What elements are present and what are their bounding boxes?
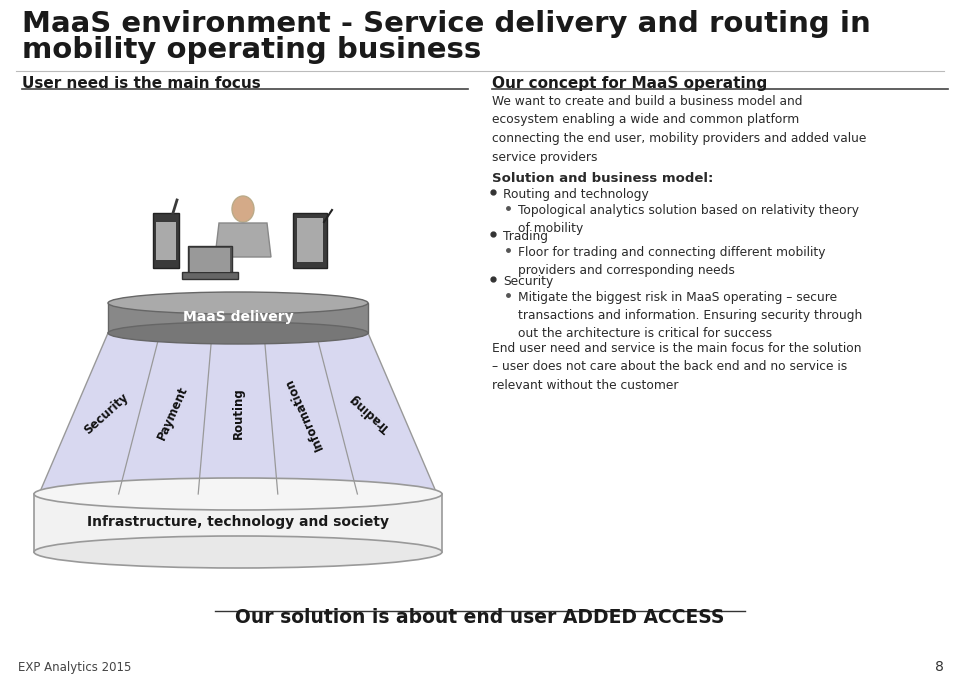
Text: mobility operating business: mobility operating business <box>22 36 481 64</box>
Text: Information: Information <box>282 375 325 452</box>
Bar <box>190 248 230 272</box>
Text: Security: Security <box>82 390 132 437</box>
Ellipse shape <box>108 292 368 314</box>
Text: We want to create and build a business model and
ecosystem enabling a wide and c: We want to create and build a business m… <box>492 95 866 164</box>
Text: Trading: Trading <box>503 230 548 243</box>
Bar <box>182 272 238 279</box>
Bar <box>293 213 327 268</box>
Bar <box>153 213 179 268</box>
Bar <box>188 246 232 274</box>
Text: End user need and service is the main focus for the solution
– user does not car: End user need and service is the main fo… <box>492 342 861 392</box>
Text: Topological analytics solution based on relativity theory
of mobility: Topological analytics solution based on … <box>518 204 859 235</box>
Text: Mitigate the biggest risk in MaaS operating – secure
transactions and informatio: Mitigate the biggest risk in MaaS operat… <box>518 291 862 340</box>
Text: Trading: Trading <box>347 392 393 435</box>
Text: MaaS environment - Service delivery and routing in: MaaS environment - Service delivery and … <box>22 10 871 38</box>
Text: MaaS delivery: MaaS delivery <box>182 310 294 324</box>
Text: Security: Security <box>503 275 553 288</box>
Ellipse shape <box>232 196 254 222</box>
Text: Routing: Routing <box>231 387 245 440</box>
Text: Our concept for MaaS operating: Our concept for MaaS operating <box>492 76 767 91</box>
Text: EXP Analytics 2015: EXP Analytics 2015 <box>18 661 132 674</box>
Ellipse shape <box>34 536 442 568</box>
Text: Infrastructure, technology and society: Infrastructure, technology and society <box>87 515 389 529</box>
Bar <box>156 222 176 260</box>
Ellipse shape <box>34 478 442 510</box>
Text: Routing and technology: Routing and technology <box>503 188 649 201</box>
Text: Floor for trading and connecting different mobility
providers and corresponding : Floor for trading and connecting differe… <box>518 246 826 277</box>
Bar <box>108 303 368 333</box>
Text: Our solution is about end user ADDED ACCESS: Our solution is about end user ADDED ACC… <box>235 608 725 627</box>
Ellipse shape <box>108 322 368 344</box>
Text: User need is the main focus: User need is the main focus <box>22 76 261 91</box>
Text: Payment: Payment <box>155 385 190 442</box>
Ellipse shape <box>39 485 437 503</box>
Text: Solution and business model:: Solution and business model: <box>492 172 713 185</box>
Polygon shape <box>215 223 271 257</box>
Bar <box>297 218 323 262</box>
Polygon shape <box>39 333 437 494</box>
Bar <box>34 494 442 552</box>
Text: 8: 8 <box>935 660 944 674</box>
